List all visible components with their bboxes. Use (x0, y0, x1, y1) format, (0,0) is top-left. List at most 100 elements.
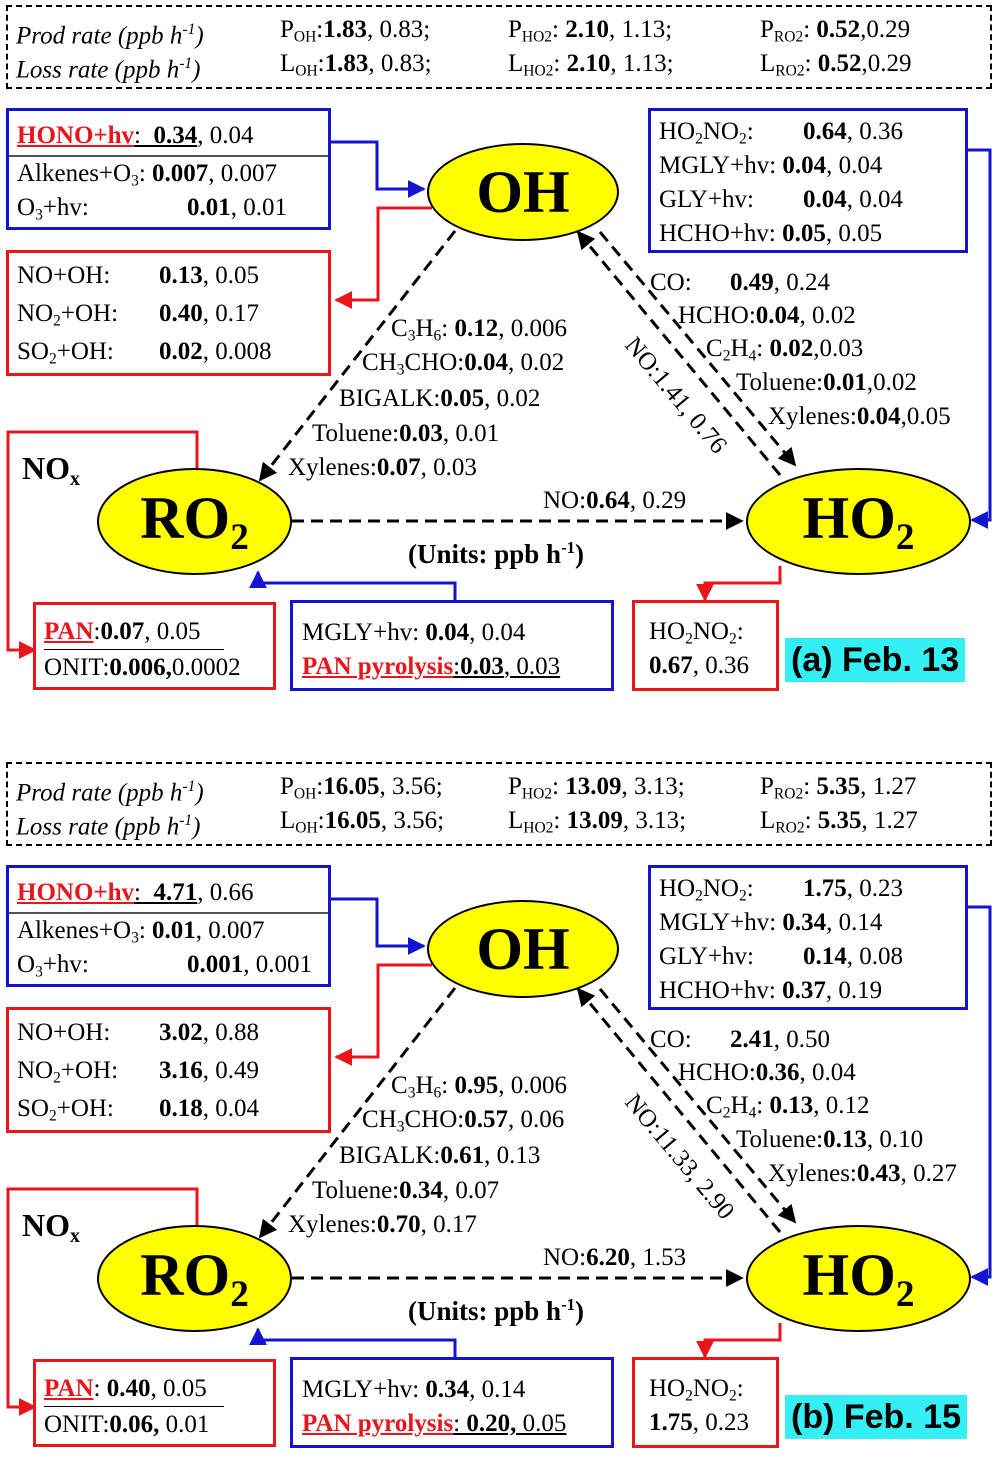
oh-source-o3: O3+hv: (17, 951, 89, 981)
oh-ro2-toluene: Toluene:0.03, 0.01 (312, 420, 500, 447)
oh-sink-no-value: 0.13, 0.05 (159, 262, 259, 289)
panel-date-tag: (b) Feb. 15 (785, 1395, 968, 1439)
ro2-sink-pan: PAN: 0.40, 0.05 (44, 1375, 207, 1402)
panel-date-tag: (a) Feb. 13 (785, 638, 966, 682)
p-ho2: PHO2: 13.09, 3.13; (508, 773, 685, 803)
arrow-oh-to-ro2 (258, 987, 457, 1239)
oh-ho2-hcho: HCHO:0.36, 0.04 (678, 1059, 856, 1086)
ho2-source-hcho: HCHO+hv: 0.37, 0.19 (659, 977, 883, 1004)
oh-ho2-hcho: HCHO:0.04, 0.02 (678, 302, 856, 329)
divider (44, 649, 224, 650)
ro2-sink-pan: PAN:0.07, 0.05 (44, 618, 201, 645)
ho2-sink-ho2no2: HO2NO2: (649, 1375, 744, 1405)
oh-ro2-xylenes: Xylenes:0.70, 0.17 (288, 1211, 477, 1238)
oh-sources-box: HONO+hv: 0.34, 0.04 Alkenes+O3: 0.007, 0… (6, 108, 331, 230)
oh-ho2-co-value: 0.49, 0.24 (730, 269, 830, 296)
divider (9, 912, 328, 914)
units-label: (Units: ppb h-1) (408, 1295, 585, 1327)
oh-source-o3-value: 0.001, 0.001 (187, 951, 312, 978)
l-ro2: LRO2: 0.52,0.29 (760, 50, 912, 80)
arrow-ho2-sources-to-ho2 (966, 905, 992, 1286)
ho2-node: HO2 (746, 1225, 971, 1332)
ho2-sources-box: HO2NO2: 0.64, 0.36 MGLY+hv: 0.04, 0.04 G… (648, 108, 968, 253)
oh-sink-so2-value: 0.02, 0.008 (159, 338, 272, 365)
oh-ro2-bigalk: BIGALK:0.05, 0.02 (339, 385, 541, 412)
oh-ro2-ch3cho: CH3CHO:0.57, 0.06 (362, 1106, 565, 1136)
ho2-sinks-box: HO2NO2: 0.67, 0.36 (632, 600, 779, 691)
arrow-ro2-to-sinks (6, 1187, 199, 1416)
oh-sink-so2: SO2+OH: (17, 338, 114, 368)
oh-sink-no2-value: 0.40, 0.17 (159, 300, 259, 327)
ro2-ho2-no: NO:6.20, 1.53 (543, 1244, 687, 1271)
ro2-ho2-no: NO:0.64, 0.29 (543, 487, 687, 514)
arrow-oh-to-ho2 (598, 988, 797, 1224)
oh-ho2-co-value: 2.41, 0.50 (730, 1026, 830, 1053)
oh-ro2-xylenes: Xylenes:0.07, 0.03 (288, 454, 477, 481)
ro2-sink-onit: ONIT:0.006,0.0002 (44, 654, 241, 681)
arrow-ho2-sources-to-ho2 (966, 148, 992, 529)
oh-ho2-toluene: Toluene:0.13, 0.10 (736, 1126, 924, 1153)
oh-ho2-c2h4: C2H4: 0.13, 0.12 (706, 1092, 870, 1122)
ro2-sources-box: MGLY+hv: 0.04, 0.04 PAN pyrolysis:0.03, … (290, 600, 614, 691)
ho2-source-mgly: MGLY+hv: 0.04, 0.04 (659, 152, 883, 179)
arrow-oh-sources-to-oh (330, 897, 426, 955)
oh-sink-no: NO+OH: (17, 1019, 111, 1046)
ho2-source-mgly: MGLY+hv: 0.34, 0.14 (659, 909, 883, 936)
ro2-source-mgly: MGLY+hv: 0.04, 0.04 (302, 619, 526, 646)
arrow-oh-to-sinks (334, 963, 432, 1066)
oh-source-hono: HONO+hv: 4.71, 0.66 (17, 879, 254, 906)
panel: Prod rate (ppb h-1) Loss rate (ppb h-1) … (0, 0, 998, 700)
arrow-oh-sources-to-oh (330, 140, 426, 198)
rates-header: Prod rate (ppb h-1) Loss rate (ppb h-1) … (6, 762, 992, 846)
ho2-sink-ho2no2: HO2NO2: (649, 618, 744, 648)
oh-source-o3-value: 0.01, 0.01 (187, 194, 287, 221)
arrow-ho2-to-oh (576, 230, 782, 476)
oh-sink-no: NO+OH: (17, 262, 111, 289)
l-ro2: LRO2: 5.35, 1.27 (760, 807, 918, 837)
arrow-ro2-sources-to-ro2 (249, 1327, 457, 1357)
p-oh: POH:1.83, 0.83; (280, 16, 431, 46)
oh-source-o3: O3+hv: (17, 194, 89, 224)
oh-ro2-c3h6: C3H6: 0.12, 0.006 (391, 315, 567, 345)
ro2-sinks-box: PAN:0.07, 0.05 ONIT:0.006,0.0002 (33, 602, 276, 690)
ho2-source-gly-value: 0.14, 0.08 (803, 943, 903, 970)
ho2-sink-ho2no2-value: 1.75, 0.23 (649, 1409, 749, 1436)
ro2-sink-onit: ONIT:0.06, 0.01 (44, 1411, 210, 1438)
loss-rate-label: Loss rate (ppb h-1) (16, 55, 201, 84)
ho2-source-hcho: HCHO+hv: 0.05, 0.05 (659, 220, 883, 247)
loss-rate-label: Loss rate (ppb h-1) (16, 812, 201, 841)
arrow-ho2-to-oh (576, 987, 782, 1233)
oh-ho2-toluene: Toluene:0.01,0.02 (736, 369, 917, 396)
oh-ho2-xylenes: Xylenes:0.04,0.05 (768, 403, 951, 430)
panel-b: Prod rate (ppb h-1) Loss rate (ppb h-1) … (0, 757, 998, 1457)
oh-ro2-bigalk: BIGALK:0.61, 0.13 (339, 1142, 541, 1169)
panel-a: Prod rate (ppb h-1) Loss rate (ppb h-1) … (0, 0, 998, 700)
l-oh: LOH:16.05, 3.56; (280, 807, 445, 837)
divider (44, 1406, 224, 1407)
ro2-source-pan: PAN pyrolysis:0.03, 0.03 (302, 653, 561, 680)
ho2-sinks-box: HO2NO2: 1.75, 0.23 (632, 1357, 779, 1448)
oh-ho2-c2h4: C2H4: 0.02,0.03 (706, 335, 864, 365)
arrow-layer (6, 897, 992, 1416)
oh-sources-box: HONO+hv: 4.71, 0.66 Alkenes+O3: 0.01, 0.… (6, 865, 331, 987)
ho2-source-gly: GLY+hv: (659, 943, 754, 970)
ho2-sources-box: HO2NO2: 1.75, 0.23 MGLY+hv: 0.34, 0.14 G… (648, 865, 968, 1010)
ro2-node: RO2 (97, 1225, 292, 1332)
oh-ho2-xylenes: Xylenes:0.43, 0.27 (768, 1160, 957, 1187)
oh-ro2-ch3cho: CH3CHO:0.04, 0.02 (362, 349, 565, 379)
l-oh: LOH:1.83, 0.83; (280, 50, 432, 80)
l-ho2: LHO2: 2.10, 1.13; (508, 50, 674, 80)
ho2-source-ho2no2: HO2NO2: (659, 118, 754, 148)
oh-ho2-co: CO: (650, 1026, 692, 1053)
p-oh: POH:16.05, 3.56; (280, 773, 443, 803)
oh-source-alkenes: Alkenes+O3: 0.007, 0.007 (17, 160, 278, 190)
ro2-sources-box: MGLY+hv: 0.34, 0.14 PAN pyrolysis: 0.20,… (290, 1357, 614, 1448)
oh-ho2-co: CO: (650, 269, 692, 296)
divider (9, 155, 328, 157)
ro2-source-mgly: MGLY+hv: 0.34, 0.14 (302, 1376, 526, 1403)
oh-sink-so2-value: 0.18, 0.04 (159, 1095, 259, 1122)
nox-label: NOx (22, 450, 80, 490)
prod-rate-label: Prod rate (ppb h-1) (16, 21, 204, 50)
oh-sink-no2: NO2+OH: (17, 1057, 119, 1087)
